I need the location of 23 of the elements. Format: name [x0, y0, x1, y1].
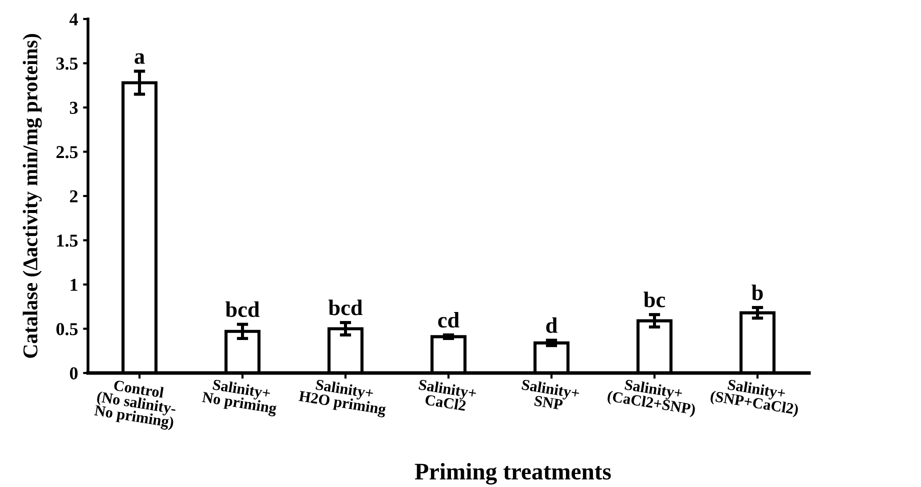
x-tick-label: Control (No salinity- No priming) — [94, 380, 176, 431]
annotation: d — [546, 317, 558, 333]
y-tick-label: 3.5 — [56, 58, 78, 70]
x-tick-label: Salinity+ CaCl2 — [418, 378, 477, 411]
annotation: bcd — [225, 301, 260, 318]
x-tick-label: Salinity+ H2O priming — [298, 378, 387, 418]
y-tick-label: 2 — [70, 190, 78, 202]
y-axis-title: Catalase (Δactivity min/mg proteins) — [22, 34, 42, 358]
x-axis-title: Priming treatments — [414, 462, 611, 485]
y-tick-label: 4 — [70, 13, 78, 26]
annotation: a — [134, 53, 145, 64]
y-tick-label: 0 — [70, 367, 78, 380]
annotation: b — [752, 284, 763, 300]
annotation: cd — [438, 312, 460, 328]
y-tick-label: 2.5 — [56, 146, 78, 158]
y-tick-label: 3 — [70, 102, 78, 114]
y-tick-label: 1 — [70, 278, 78, 291]
annotation: bcd — [328, 300, 363, 316]
annotation: bc — [644, 292, 666, 308]
y-tick-label: 0.5 — [56, 323, 78, 336]
y-tick-label: 1.5 — [57, 234, 78, 247]
x-tick-label: Salinity+ No priming — [201, 378, 278, 417]
x-tick-label: Salinity+ SNP — [521, 378, 580, 410]
